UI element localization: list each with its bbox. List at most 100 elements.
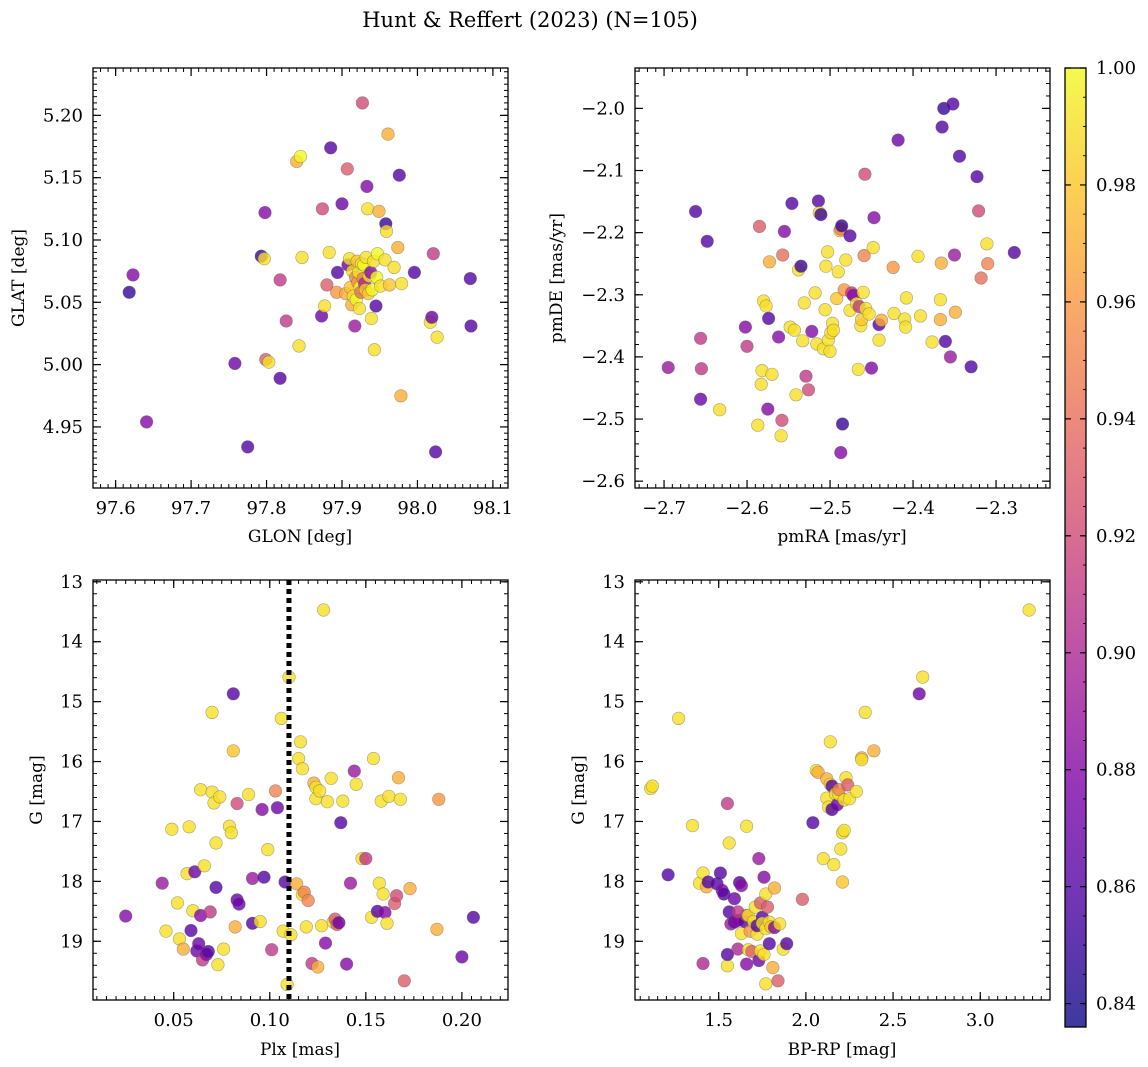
data-point [777, 224, 792, 238]
data-point [727, 892, 742, 906]
y-tick-label: −2.5 [581, 409, 625, 430]
data-point [866, 241, 880, 255]
data-point [268, 784, 283, 798]
data-point [313, 784, 327, 798]
axes-frame [92, 579, 509, 1001]
data-point [789, 388, 803, 402]
y-tick-label: −2.6 [581, 471, 625, 492]
data-point [720, 796, 735, 811]
data-point [713, 403, 727, 417]
data-point [970, 170, 984, 184]
x-tick-label: 0.15 [346, 1010, 386, 1031]
axes-frame [634, 579, 1051, 1001]
data-point [739, 819, 754, 833]
data-point [192, 937, 206, 951]
y-tick-label: 19 [60, 931, 83, 952]
data-point [693, 331, 708, 345]
data-point [759, 299, 773, 313]
colorbar: 0.84 0.86 0.88 0.90 0.92 0.94 0.96 0.98 1.00 [1064, 58, 1136, 1028]
data-point [466, 910, 481, 924]
colorbar-frame [1064, 67, 1087, 1028]
data-point [211, 958, 225, 972]
axes-frame [634, 67, 1051, 489]
y-tick-label: 15 [602, 692, 625, 713]
x-tick-label: −2.6 [725, 498, 769, 519]
data-point [330, 265, 345, 280]
data-point [696, 956, 710, 971]
data-point [228, 356, 242, 371]
data-point [912, 687, 926, 701]
data-point [796, 334, 810, 348]
axes-frame [92, 67, 509, 489]
data-point [205, 705, 219, 720]
data-point [816, 851, 830, 866]
data-point [757, 870, 771, 884]
data-point [964, 360, 978, 374]
data-point [776, 248, 790, 262]
x-tick-label: 0.20 [442, 1010, 482, 1031]
data-point [324, 141, 338, 155]
data-point [155, 876, 169, 890]
data-point [397, 974, 411, 988]
data-point [811, 194, 826, 208]
x-tick-label: 2.0 [792, 1010, 821, 1031]
data-point [463, 272, 477, 286]
x-tick-label: 1.5 [704, 1010, 733, 1031]
data-point [933, 293, 948, 307]
data-point [242, 787, 256, 802]
data-point [295, 250, 309, 264]
data-point [203, 905, 217, 919]
data-point [857, 249, 871, 263]
data-point [933, 313, 948, 327]
data-point [261, 842, 275, 857]
data-point [771, 330, 786, 344]
data-point [887, 306, 901, 321]
data-point [253, 914, 267, 929]
data-point [184, 923, 198, 938]
data-point [390, 889, 404, 903]
data-point [176, 942, 190, 956]
colorbar-tick-label: 0.94 [1096, 409, 1136, 430]
data-point [835, 417, 850, 431]
data-point [874, 313, 889, 327]
data-point [774, 429, 788, 443]
data-point [360, 179, 374, 193]
data-point [757, 947, 771, 962]
data-point [938, 334, 953, 349]
data-point [934, 256, 948, 270]
x-tick-label: 0.05 [154, 1010, 194, 1031]
data-point [935, 120, 949, 134]
data-point [376, 887, 390, 901]
data-point [713, 866, 728, 880]
data-point [245, 871, 260, 886]
data-point [720, 959, 735, 973]
data-point [685, 818, 700, 833]
data-point [378, 253, 392, 267]
data-point [835, 219, 849, 233]
data-point [432, 792, 446, 806]
data-point [872, 333, 886, 347]
data-point [395, 277, 409, 291]
data-point [834, 842, 848, 856]
x-tick-label: 97.7 [171, 498, 211, 519]
data-point [814, 208, 828, 222]
x-tick-label: 97.6 [96, 498, 136, 519]
data-point [318, 936, 333, 950]
data-point [891, 133, 905, 147]
data-point [140, 415, 154, 429]
data-point [347, 764, 361, 778]
data-point [645, 779, 660, 793]
data-point [126, 268, 140, 282]
data-point [255, 802, 269, 817]
data-point [430, 330, 444, 344]
x-tick-label: −2.5 [808, 498, 852, 519]
colorbar-tick-label: 0.88 [1096, 760, 1136, 781]
data-point [867, 211, 881, 225]
data-point [182, 820, 196, 834]
data-point [209, 836, 223, 850]
data-point [224, 826, 238, 840]
data-point [209, 880, 223, 895]
data-point [858, 167, 872, 181]
data-point [948, 305, 963, 319]
data-point [430, 922, 444, 936]
